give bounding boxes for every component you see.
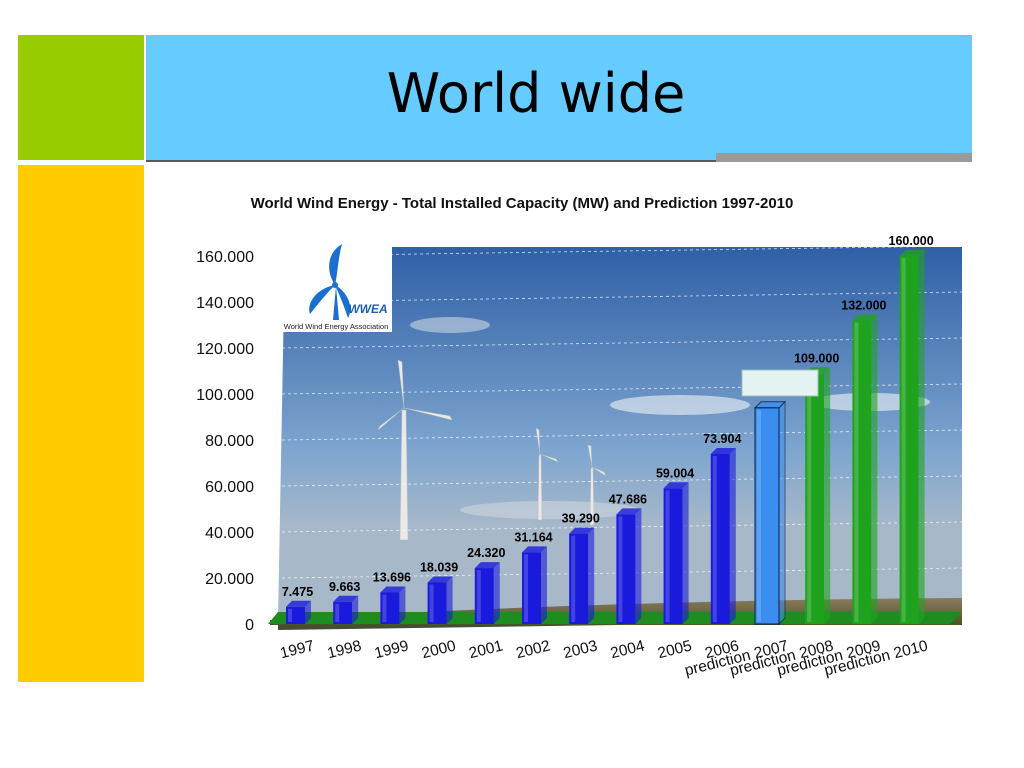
chart-title: World Wind Energy - Total Installed Capa… [251, 195, 794, 212]
value-label: 7.475 [282, 585, 313, 599]
bar-prediction-2010 [899, 250, 925, 624]
gridline [281, 383, 963, 395]
y-tick-label: 160.000 [196, 249, 254, 266]
wwea-abbr: WWEA [348, 302, 387, 316]
wwea-name: World Wind Energy Association [284, 322, 389, 331]
accent-yellow-block [18, 165, 144, 682]
value-label: 109.000 [794, 351, 839, 365]
bar-2001 [474, 562, 500, 624]
bar-1998 [333, 595, 359, 624]
y-tick-label: 100.000 [196, 387, 254, 404]
x-tick-label: 1997 [278, 637, 316, 662]
value-label: 9.663 [329, 580, 360, 594]
x-tick-label: 2004 [609, 637, 647, 662]
slide-title: World wide [386, 62, 686, 125]
title-band [146, 35, 972, 160]
y-tick-label: 140.000 [196, 295, 254, 312]
wind-capacity-chart: World Wind Energy - Total Installed Capa… [196, 195, 963, 680]
bar-prediction-2009 [852, 314, 878, 624]
x-tick-label: 2001 [467, 637, 505, 662]
x-tick-label: 2005 [656, 637, 694, 662]
value-label: 47.686 [609, 492, 647, 506]
value-label: 39.290 [562, 512, 600, 526]
bar-2004 [616, 508, 642, 624]
bar-prediction-2008 [805, 367, 831, 624]
wind-turbine-logo-icon [309, 244, 351, 320]
x-axis-labels: 1997 1998 1999 2000 2001 2002 2003 2004 2005 2006… [278, 637, 930, 679]
title-rule-accent [716, 153, 972, 162]
bar-1999 [380, 586, 406, 624]
bar-prediction-2007 [753, 400, 787, 626]
value-label: 59.004 [656, 466, 694, 480]
x-tick-label: 2002 [514, 637, 552, 662]
bar-2003 [569, 527, 595, 624]
value-label: 13.696 [373, 570, 411, 584]
y-tick-label: 40.000 [205, 525, 254, 542]
bar-2006 [710, 448, 736, 624]
title-rule [146, 160, 716, 162]
gridlines [281, 245, 963, 579]
value-label: 160.000 [889, 234, 934, 248]
value-label: 24.320 [467, 546, 505, 560]
x-tick-label: 2000 [420, 637, 458, 662]
y-tick-label: 20.000 [205, 571, 254, 588]
y-tick-label: 80.000 [205, 433, 254, 450]
y-axis-ticks: 0 20.000 40.000 60.000 80.000 100.000 120.000 1… [196, 249, 254, 634]
gridline [281, 337, 963, 349]
y-tick-label: 120.000 [196, 341, 254, 358]
gridline [281, 475, 963, 487]
bar-2002 [522, 546, 547, 624]
gridline [281, 521, 963, 533]
x-tick-label: 1998 [326, 637, 364, 662]
x-tick-label: 1999 [373, 637, 411, 662]
bar-1997 [286, 600, 311, 624]
accent-green-block [18, 35, 144, 160]
value-label: 31.164 [514, 530, 552, 544]
value-label: 73.904 [703, 432, 741, 446]
bar-2005 [663, 482, 689, 624]
highlight-label-box [741, 369, 819, 397]
wwea-logo: WWEA World Wind Energy Association [280, 244, 392, 332]
bar-2000 [427, 576, 453, 624]
gridline [281, 291, 963, 303]
bars [286, 250, 925, 626]
gridline [281, 429, 963, 441]
x-tick-label: 2003 [562, 637, 600, 662]
gridline [281, 567, 963, 579]
y-tick-label: 60.000 [205, 479, 254, 496]
gridline [281, 245, 963, 257]
value-label: 132.000 [841, 298, 886, 312]
y-tick-label: 0 [245, 617, 254, 634]
value-label: 18.039 [420, 561, 458, 575]
